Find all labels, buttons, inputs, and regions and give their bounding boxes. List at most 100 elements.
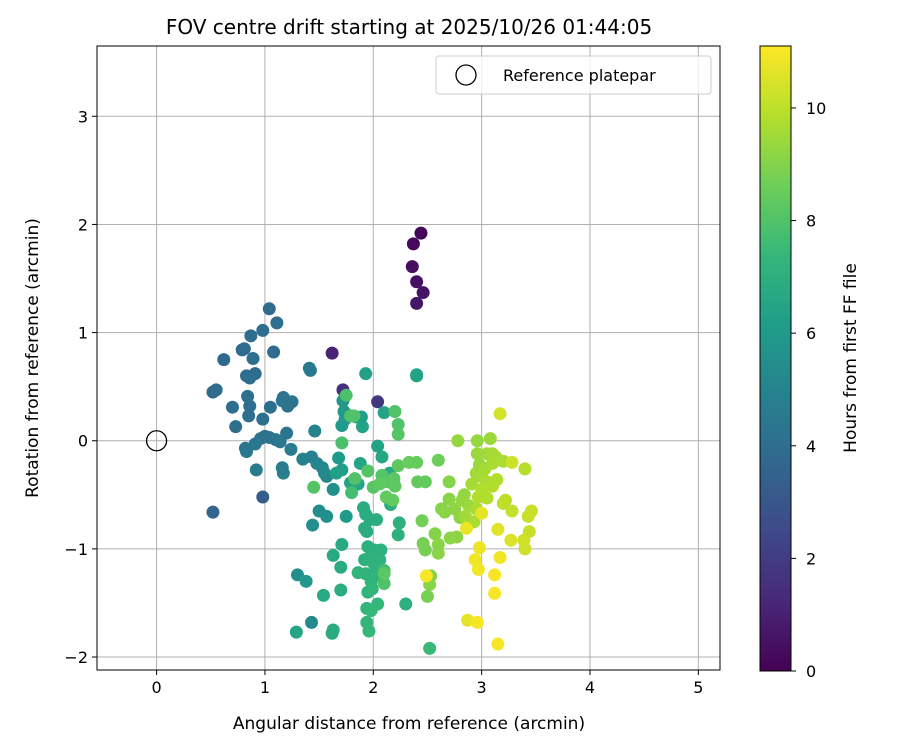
scatter-point xyxy=(374,543,388,557)
scatter-point xyxy=(410,275,424,289)
scatter-point xyxy=(488,586,502,600)
scatter-point xyxy=(405,260,419,274)
scatter-point xyxy=(240,445,254,459)
scatter-point xyxy=(493,551,507,565)
colorbar-tick-label: 0 xyxy=(806,662,816,681)
scatter-point xyxy=(391,418,405,432)
scatter-point xyxy=(206,385,220,399)
scatter-point xyxy=(465,477,479,491)
scatter-point xyxy=(410,455,424,469)
legend-box xyxy=(435,55,712,95)
scatter-point xyxy=(256,323,270,337)
scatter-point xyxy=(256,490,270,504)
scatter-point xyxy=(308,424,322,438)
scatter-point xyxy=(206,505,220,519)
scatter-point xyxy=(475,506,489,520)
colorbar-tick-label: 10 xyxy=(806,99,826,118)
scatter-point xyxy=(299,574,313,588)
y-tick-label: 3 xyxy=(78,107,88,126)
scatter-point xyxy=(416,286,430,300)
reference-platepar-marker xyxy=(145,430,168,452)
scatter-point xyxy=(399,597,413,611)
scatter-point xyxy=(326,623,340,637)
legend-marker-icon xyxy=(455,64,477,86)
scatter-point xyxy=(276,466,290,480)
scatter-point xyxy=(505,455,519,469)
scatter-point xyxy=(423,641,437,655)
scatter-point xyxy=(504,533,518,547)
scatter-point xyxy=(345,486,359,500)
colorbar: 0 2 4 6 8 10 Hours from first FF file xyxy=(759,45,861,681)
scatter-point xyxy=(373,477,387,491)
scatter-point xyxy=(411,475,425,489)
scatter-point xyxy=(246,352,260,366)
scatter-point xyxy=(518,542,532,556)
scatter-point xyxy=(243,399,257,413)
grid-lines xyxy=(97,46,720,670)
scatter-point xyxy=(470,447,484,461)
x-axis-ticks: 0 1 2 3 4 5 xyxy=(151,670,703,697)
y-tick-label: 1 xyxy=(78,324,88,343)
plot-area xyxy=(97,46,720,670)
scatter-point xyxy=(370,513,384,527)
scatter-point xyxy=(351,566,365,580)
scatter-point xyxy=(377,406,391,420)
chart-title: FOV centre drift starting at 2025/10/26 … xyxy=(166,15,652,39)
scatter-point xyxy=(362,624,376,638)
scatter-point xyxy=(371,597,385,611)
y-tick-label: 0 xyxy=(78,432,88,451)
scatter-point xyxy=(442,492,456,506)
scatter-point xyxy=(355,420,369,434)
scatter-point xyxy=(329,466,343,480)
scatter-point xyxy=(334,560,348,574)
plot-frame xyxy=(96,45,721,671)
scatter-point xyxy=(438,505,452,519)
scatter-point xyxy=(391,427,405,441)
scatter-point xyxy=(371,439,385,453)
colorbar-tick-label: 6 xyxy=(806,324,816,343)
legend: Reference platepar xyxy=(435,55,712,95)
scatter-point xyxy=(419,569,433,583)
scatter-point xyxy=(320,509,334,523)
y-tick-label: 2 xyxy=(78,215,88,234)
scatter-point xyxy=(229,420,243,434)
scatter-point xyxy=(262,302,276,316)
scatter-point xyxy=(270,316,284,330)
scatter-point xyxy=(450,530,464,544)
colorbar-tick-label: 2 xyxy=(806,549,816,568)
scatter-point xyxy=(388,405,402,419)
scatter-point xyxy=(235,343,249,357)
scatter-point xyxy=(431,453,445,467)
scatter-point xyxy=(391,528,405,542)
scatter-point xyxy=(348,472,362,486)
y-axis-label: Rotation from reference (arcmin) xyxy=(23,218,43,498)
legend-entry: Reference platepar xyxy=(503,66,656,85)
scatter-point xyxy=(480,491,494,505)
x-tick-label: 2 xyxy=(368,678,378,697)
scatter-point xyxy=(316,588,330,602)
scatter-points xyxy=(206,226,538,655)
scatter-point xyxy=(524,504,538,518)
scatter-point xyxy=(459,521,473,535)
scatter-point xyxy=(241,389,255,403)
x-tick-label: 5 xyxy=(693,678,703,697)
y-tick-label: −1 xyxy=(64,540,88,559)
scatter-point xyxy=(360,525,374,539)
scatter-point xyxy=(410,368,424,382)
scatter-point xyxy=(225,400,239,414)
scatter-point xyxy=(325,346,339,360)
scatter-point xyxy=(420,589,434,603)
scatter-point xyxy=(470,434,484,448)
scatter-point xyxy=(472,541,486,555)
scatter-point xyxy=(339,509,353,523)
scatter-point xyxy=(431,546,445,560)
scatter-point xyxy=(377,576,391,590)
x-axis-label: Angular distance from reference (arcmin) xyxy=(233,714,585,734)
scatter-point xyxy=(491,637,505,651)
scatter-point xyxy=(284,442,298,456)
scatter-point xyxy=(332,451,346,465)
scatter-point xyxy=(339,388,353,402)
scatter-point xyxy=(391,459,405,473)
scatter-point xyxy=(392,516,406,530)
scatter-point xyxy=(256,412,270,426)
